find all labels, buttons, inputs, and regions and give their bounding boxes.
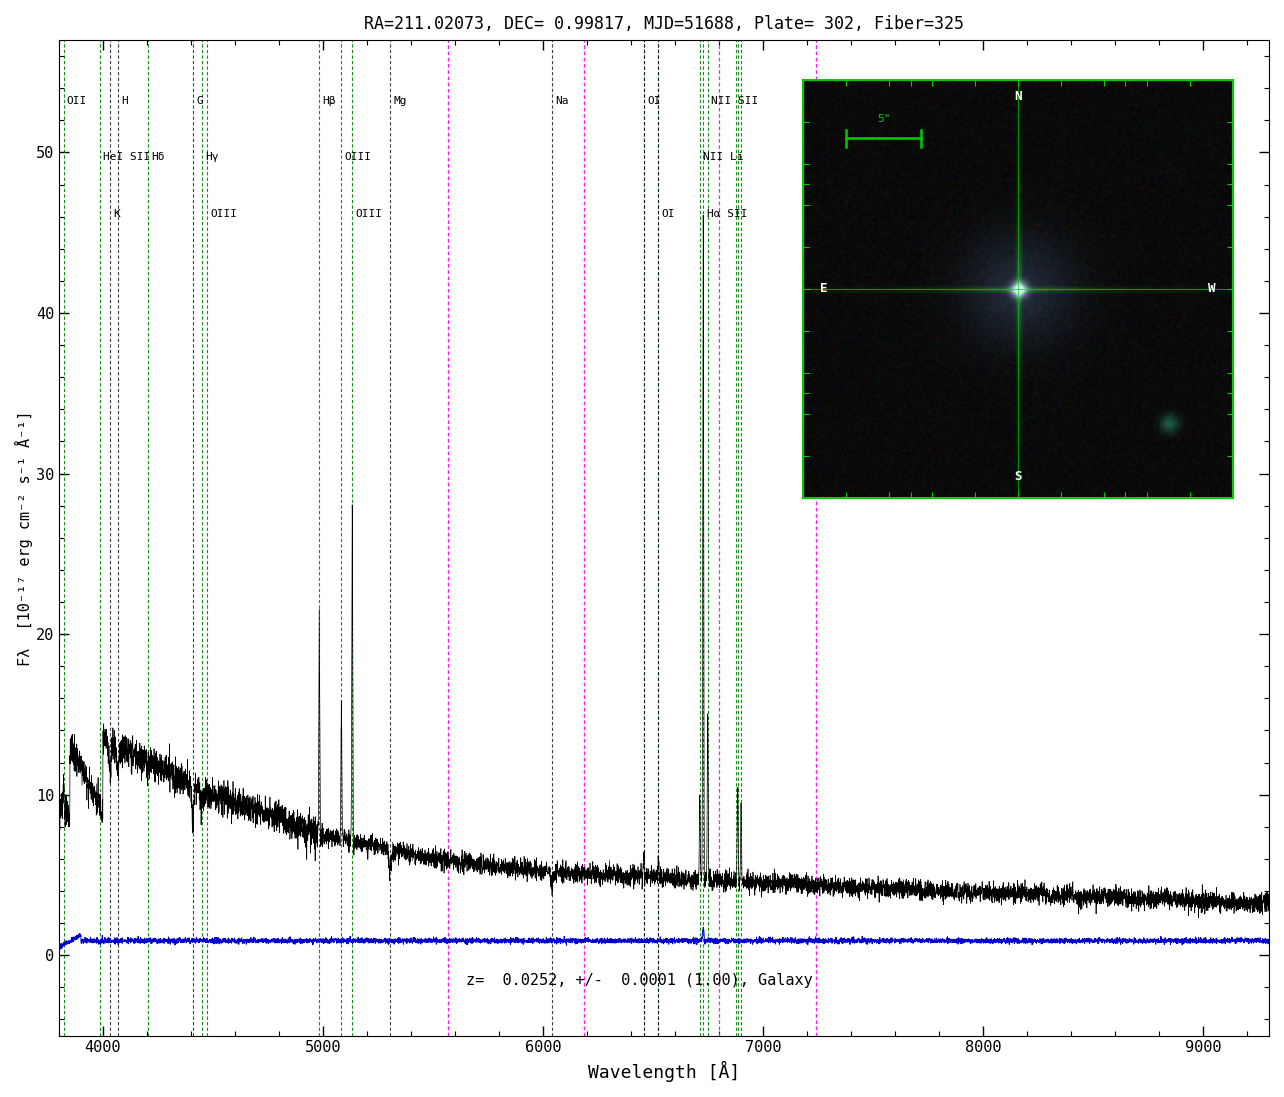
Text: OIII: OIII: [356, 208, 383, 218]
Text: K: K: [113, 208, 119, 218]
Text: OI: OI: [647, 97, 661, 106]
Text: OII: OII: [67, 97, 87, 106]
Y-axis label: Fλ  [10⁻¹⁷ erg cm⁻² s⁻¹ Å⁻¹]: Fλ [10⁻¹⁷ erg cm⁻² s⁻¹ Å⁻¹]: [15, 410, 33, 666]
Text: Hα SII: Hα SII: [706, 208, 747, 218]
Text: OI: OI: [661, 208, 675, 218]
Text: Hβ: Hβ: [322, 97, 336, 106]
Text: NII SII: NII SII: [711, 97, 759, 106]
Text: Hγ: Hγ: [205, 152, 218, 162]
Text: z=  0.0252, +/-  0.0001 (1.00), Galaxy: z= 0.0252, +/- 0.0001 (1.00), Galaxy: [466, 973, 813, 988]
Text: Hδ: Hδ: [152, 152, 164, 162]
Text: H: H: [121, 97, 128, 106]
Text: OIII: OIII: [344, 152, 371, 162]
Text: Mg: Mg: [393, 97, 407, 106]
X-axis label: Wavelength [Å]: Wavelength [Å]: [588, 1061, 740, 1082]
Title: RA=211.02073, DEC= 0.99817, MJD=51688, Plate= 302, Fiber=325: RA=211.02073, DEC= 0.99817, MJD=51688, P…: [363, 15, 964, 33]
Text: OIII: OIII: [211, 208, 238, 218]
Text: NII Li: NII Li: [704, 152, 743, 162]
Text: G: G: [196, 97, 203, 106]
Text: HeI SII: HeI SII: [103, 152, 150, 162]
Text: Na: Na: [556, 97, 569, 106]
